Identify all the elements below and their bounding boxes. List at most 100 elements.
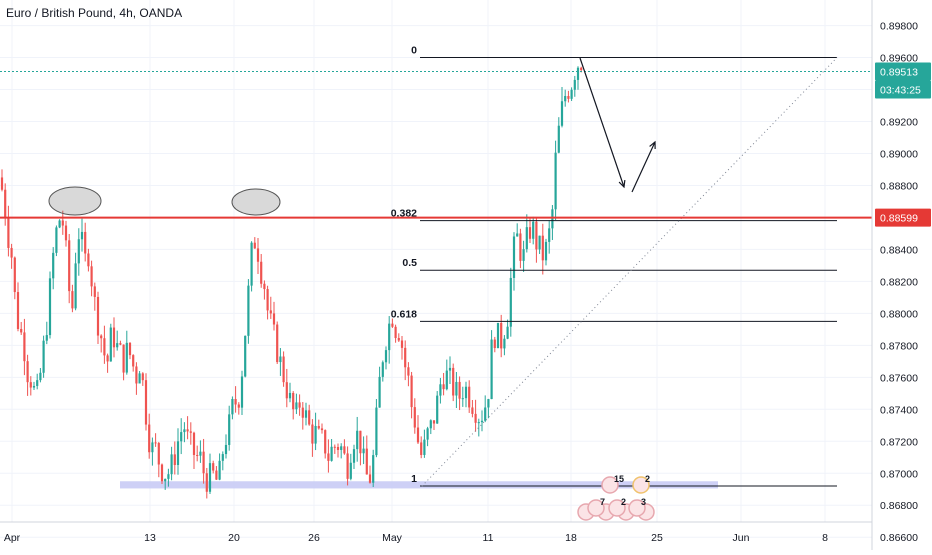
candle-body	[477, 422, 480, 424]
candle-body	[410, 375, 413, 408]
candle-body	[397, 338, 400, 341]
candle-body	[167, 474, 170, 479]
candle-body	[0, 177, 4, 190]
candle-body	[356, 430, 359, 450]
candle-body	[247, 285, 250, 336]
chart-title: Euro / British Pound, 4h, OANDA	[6, 6, 183, 20]
candle-body	[468, 386, 471, 408]
y-tick-label: 0.89600	[880, 53, 918, 65]
candle-body	[301, 407, 304, 418]
candle-body	[413, 407, 416, 428]
candle-body	[519, 233, 522, 261]
candle-body	[212, 463, 215, 471]
y-tick-label: 0.87200	[880, 436, 918, 448]
candle-body	[228, 414, 231, 445]
candle-body	[461, 398, 464, 400]
candle-body	[343, 446, 346, 454]
x-axis[interactable]: Apr 13 20 26 May 11 18 25 Jun 8	[0, 521, 872, 544]
countdown-label-bg	[875, 80, 931, 99]
y-tick-label: 0.87400	[880, 404, 918, 416]
candle-body	[68, 240, 71, 292]
candle-body	[71, 291, 74, 309]
candle-body	[64, 225, 68, 241]
candle-body	[266, 289, 269, 311]
candle-body	[103, 338, 106, 356]
candle-body	[548, 228, 551, 242]
candle-body	[250, 242, 253, 286]
candle-body	[381, 362, 384, 377]
candle-body	[13, 257, 16, 293]
projection-arrow-up	[631, 141, 656, 193]
candle-body	[276, 324, 279, 363]
candle-body	[256, 248, 260, 262]
candle-body	[516, 233, 519, 237]
y-tick-label: 0.89200	[880, 117, 918, 129]
candle-body	[576, 67, 580, 80]
candle-body	[416, 427, 420, 443]
candle-body	[384, 350, 388, 363]
candle-body	[45, 335, 48, 341]
x-tick-label: 8	[822, 532, 828, 544]
candle-body	[458, 381, 461, 399]
fib-label: 0.5	[402, 257, 417, 269]
candle-body	[580, 67, 583, 71]
candle-body	[464, 386, 468, 399]
candle-body	[23, 332, 26, 362]
x-tick-label: 11	[483, 532, 494, 544]
candle-body	[308, 410, 311, 425]
candle-body	[320, 428, 324, 431]
candle-body	[186, 429, 189, 432]
candle-body	[96, 296, 100, 336]
candle-body	[269, 310, 272, 314]
candle-body	[74, 263, 77, 309]
candle-body	[119, 343, 122, 345]
candle-body	[525, 227, 528, 250]
candle-body	[564, 96, 567, 102]
candle-body	[346, 453, 349, 479]
candle-body	[349, 462, 352, 479]
candle-body	[484, 407, 487, 421]
candle-body	[263, 283, 266, 290]
candle-body	[528, 227, 532, 239]
candle-body	[36, 380, 39, 386]
flag-icon	[601, 476, 619, 494]
candle-body	[279, 356, 282, 363]
flag-icon	[628, 499, 646, 517]
candle-body	[426, 428, 429, 440]
candles	[0, 66, 583, 499]
candle-body	[442, 384, 445, 390]
candle-body	[109, 327, 112, 362]
event-count: 2	[645, 474, 650, 484]
event-badges[interactable]: 15 2 7 2 3	[577, 474, 655, 521]
candle-body	[432, 420, 436, 424]
candle-body	[208, 463, 212, 492]
candle-body	[218, 460, 221, 480]
candle-body	[423, 439, 426, 455]
candle-body	[151, 442, 154, 453]
y-tick-label: 0.88800	[880, 180, 918, 192]
candle-body	[164, 478, 167, 482]
candle-body	[509, 277, 512, 327]
fib-label: 0	[411, 45, 417, 57]
candle-body	[253, 242, 256, 249]
candle-body	[32, 385, 36, 388]
candle-body	[282, 356, 285, 383]
event-count: 15	[614, 474, 624, 484]
candle-body	[391, 323, 394, 327]
y-tick-label: 0.87000	[880, 468, 918, 480]
flag-icon	[632, 476, 650, 494]
candle-body	[288, 392, 292, 399]
x-tick-label: May	[382, 532, 403, 544]
resistance-price-label-bg	[875, 208, 931, 227]
candle-body	[407, 367, 410, 376]
y-axis[interactable]: 0.898000.896000.894000.892000.890000.888…	[871, 0, 931, 550]
candle-body	[141, 373, 144, 381]
candle-body	[452, 367, 455, 396]
candle-body	[324, 430, 327, 454]
support-zone	[120, 481, 718, 489]
candle-body	[93, 286, 96, 297]
candle-body	[532, 221, 535, 239]
